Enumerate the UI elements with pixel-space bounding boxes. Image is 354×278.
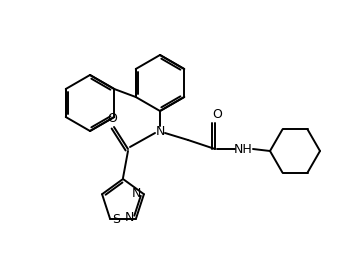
Text: S: S <box>112 213 120 226</box>
Text: O: O <box>212 108 222 120</box>
Text: NH: NH <box>234 143 252 155</box>
Text: N: N <box>132 187 142 200</box>
Text: N: N <box>125 211 135 224</box>
Text: O: O <box>107 111 117 125</box>
Text: N: N <box>155 125 165 138</box>
